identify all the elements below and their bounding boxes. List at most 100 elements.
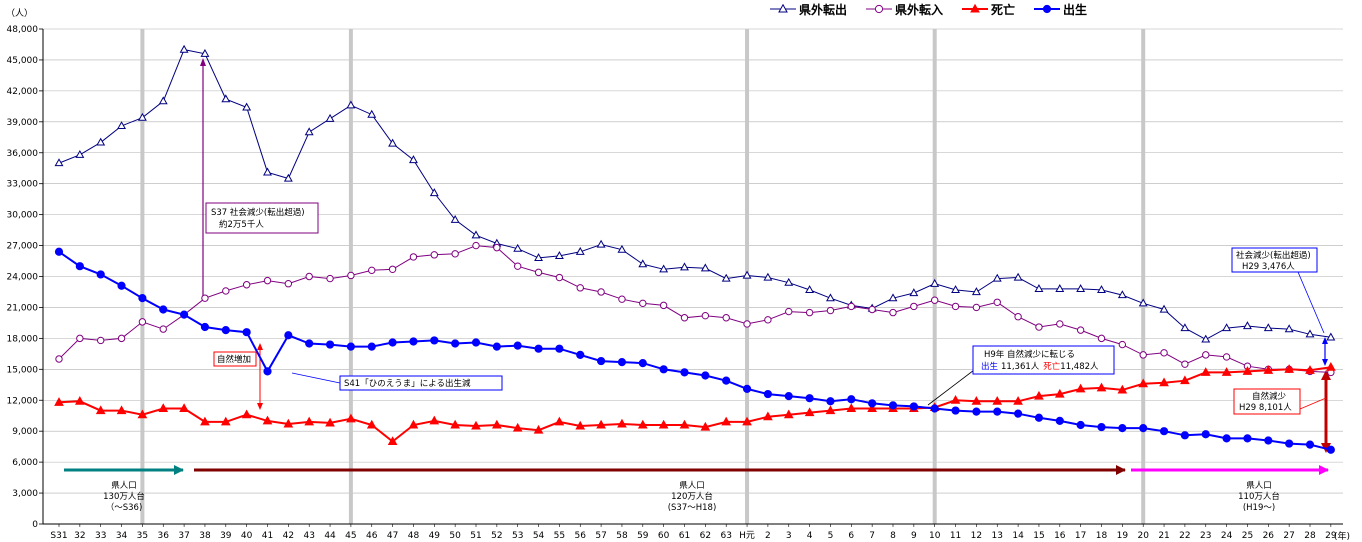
out-migration-point bbox=[909, 288, 919, 297]
x-tick-label: 40 bbox=[241, 531, 253, 541]
in-migration-point bbox=[1035, 323, 1043, 331]
x-tick-label: 7 bbox=[869, 531, 875, 541]
deaths-point bbox=[742, 416, 752, 426]
in-migration-point bbox=[1097, 334, 1106, 343]
out-migration-line bbox=[58, 49, 1331, 340]
out-migration-point bbox=[471, 230, 481, 239]
births-point bbox=[1159, 427, 1169, 436]
in-migration-point bbox=[55, 355, 63, 363]
x-tick-label: 47 bbox=[387, 531, 398, 541]
births-point bbox=[388, 338, 397, 347]
out-migration-point bbox=[221, 94, 231, 103]
x-tick-label: 32 bbox=[74, 531, 85, 541]
y-tick-label: 30,000 bbox=[7, 211, 39, 221]
x-tick-label: 14 bbox=[1012, 531, 1024, 541]
x-tick-label: 21 bbox=[1158, 531, 1169, 541]
deaths-point bbox=[512, 422, 523, 432]
out-migration-point bbox=[554, 251, 564, 259]
deaths-point bbox=[846, 403, 857, 412]
out-migration-point bbox=[1034, 284, 1044, 292]
legend-marker-deaths bbox=[970, 3, 980, 13]
births-point bbox=[1305, 440, 1315, 449]
deaths-point bbox=[617, 418, 627, 428]
deaths-point bbox=[721, 416, 732, 426]
x-tick-label: 49 bbox=[429, 531, 441, 541]
births-point bbox=[868, 399, 877, 408]
in-migration-point bbox=[472, 241, 480, 250]
h29-social-arrowhead-bottom bbox=[1322, 359, 1328, 366]
out-migration-point bbox=[617, 244, 627, 253]
out-migration-point bbox=[930, 278, 940, 287]
x-tick-label: 22 bbox=[1179, 531, 1190, 541]
in-migration-point bbox=[201, 294, 209, 302]
births-point bbox=[409, 337, 418, 346]
births-point bbox=[805, 394, 814, 403]
in-migration-point bbox=[493, 243, 501, 252]
deaths-point bbox=[471, 420, 481, 430]
out-migration-point bbox=[304, 127, 314, 136]
out-migration-point bbox=[992, 273, 1002, 282]
births-point bbox=[471, 338, 481, 347]
h9-line1: H9年 自然減少に転じる bbox=[984, 349, 1075, 360]
births-point bbox=[722, 376, 731, 385]
births-point bbox=[221, 326, 230, 335]
annotation-h29-natural: 自然減少 H29 8,101人 bbox=[1233, 388, 1301, 415]
h29-natural-box bbox=[1233, 388, 1301, 415]
out-migration-point bbox=[1097, 285, 1106, 294]
x-tick-label: 58 bbox=[616, 531, 628, 541]
y-tick-label: 3,000 bbox=[12, 489, 38, 499]
in-migration-point bbox=[117, 334, 126, 343]
x-tick-label: 27 bbox=[1283, 531, 1294, 541]
x-tick-label: 17 bbox=[1075, 531, 1086, 541]
deaths-point bbox=[804, 407, 815, 417]
legend-item-out-migration: 県外転出 bbox=[770, 2, 847, 17]
in-migration-point bbox=[826, 306, 835, 315]
h29-natural-connector bbox=[1299, 397, 1327, 410]
in-migration-point bbox=[743, 320, 751, 328]
y-tick-label: 0 bbox=[32, 520, 38, 530]
in-migration-point bbox=[347, 271, 355, 280]
band-2-line1: 県人口 bbox=[679, 481, 705, 491]
legend-label-out-migration: 県外転出 bbox=[799, 2, 847, 17]
deaths-point bbox=[158, 403, 169, 412]
x-tick-label: 33 bbox=[95, 531, 106, 541]
deaths-point bbox=[262, 415, 273, 425]
births-point bbox=[659, 365, 668, 374]
births-point bbox=[1201, 430, 1210, 439]
out-migration-point bbox=[825, 293, 835, 302]
deaths-point bbox=[1138, 378, 1149, 388]
deaths-point bbox=[867, 403, 877, 412]
y-tick-label: 33,000 bbox=[7, 180, 39, 190]
out-migration-point bbox=[429, 188, 439, 197]
legend-label-births: 出生 bbox=[1063, 2, 1087, 17]
deaths-point bbox=[220, 416, 231, 426]
legend-item-in-migration: 県外転入 bbox=[866, 2, 943, 17]
x-tick-label: 26 bbox=[1263, 531, 1275, 541]
births-point bbox=[492, 342, 501, 351]
in-migration-point bbox=[618, 295, 626, 303]
in-migration-point bbox=[409, 253, 418, 261]
band-3-line1: 県人口 bbox=[1246, 481, 1272, 491]
out-migration-point bbox=[763, 272, 773, 281]
deaths-point bbox=[825, 405, 836, 415]
births-point bbox=[430, 336, 439, 345]
out-migration-point bbox=[1013, 272, 1023, 281]
deaths-point bbox=[950, 395, 961, 404]
legend: 県外転出 県外転入 死亡 出生 bbox=[770, 2, 1087, 17]
deaths-point bbox=[54, 397, 64, 406]
births-point bbox=[826, 397, 835, 406]
s37-box bbox=[205, 202, 319, 234]
births-point bbox=[200, 322, 210, 332]
out-migration-point bbox=[367, 109, 377, 118]
x-tick-label: 52 bbox=[491, 531, 502, 541]
x-tick-label: 36 bbox=[158, 531, 170, 541]
births-point bbox=[763, 389, 773, 399]
legend-marker-out-migration bbox=[778, 3, 788, 13]
h9-line2: 出生 11,361人 死亡11,482人 bbox=[981, 361, 1099, 372]
deaths-point bbox=[1117, 384, 1128, 394]
population-band-3: 県人口 110万人台 (H19～) bbox=[1131, 465, 1329, 513]
deaths-point bbox=[1075, 383, 1086, 393]
x-tick-label: 11 bbox=[950, 531, 961, 541]
deaths-line bbox=[58, 366, 1332, 443]
in-migration-point bbox=[597, 288, 605, 296]
